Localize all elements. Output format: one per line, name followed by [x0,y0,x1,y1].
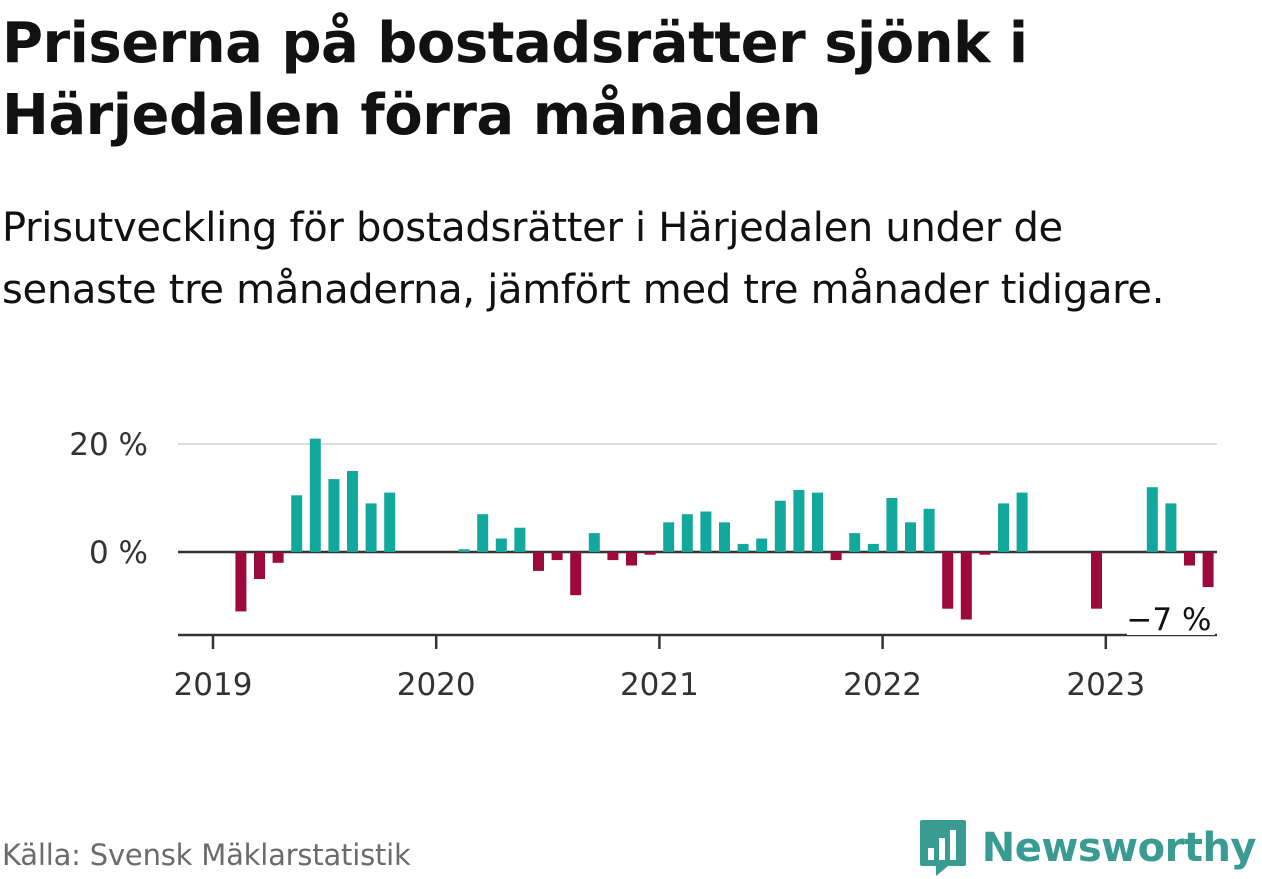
bar-2022-06 [979,552,991,555]
newsworthy-logo-icon [919,820,966,876]
labels: 0 % 20 % 2019 2020 2021 2022 2023 −7 % [69,427,1215,700]
bar-2019-10 [384,492,396,552]
bar-2021-01 [663,522,675,552]
bar-2022-01 [886,498,898,552]
bar-2019-08 [347,471,358,552]
bar-2022-02 [905,522,916,552]
x-tick-label: 2022 [843,667,922,700]
bar-2020-06 [533,552,544,571]
chart-subtitle: Prisutveckling för bostadsrätter i Härje… [2,205,1165,313]
bar-2021-09 [812,492,823,552]
bar-2021-12 [867,543,879,552]
bar-2021-07 [774,500,786,552]
bar-2021-02 [681,514,693,552]
bar-2019-06 [309,438,321,552]
bar-2021-11 [849,533,861,552]
bar-2020-12 [644,552,656,555]
bar-2020-11 [626,552,637,566]
bar-2021-10 [830,552,842,561]
x-tick-label: 2023 [1066,667,1145,700]
annotation-label: −7 % [1126,602,1211,638]
bar-2022-03 [923,508,935,552]
y-tick-label: 20 % [69,427,148,463]
bar-2020-08 [570,552,582,596]
bar-2020-04 [495,538,507,552]
x-tick-label: 2021 [620,667,699,700]
bar-2020-10 [607,552,619,561]
brand-name: Newsworthy [981,825,1257,871]
bar-2019-03 [254,552,265,579]
bar-2021-05 [737,543,749,552]
y-tick-label: 0 % [89,535,148,571]
bar-2023-03 [1146,487,1158,552]
x-tick-label: 2020 [397,667,476,700]
bar-2019-02 [235,552,247,612]
bar-2019-04 [272,552,284,563]
bar-2020-09 [588,533,600,552]
bar-2022-04 [942,552,954,609]
bar-chart: 0 % 20 % 2019 2020 2021 2022 2023 −7 % [69,427,1217,700]
chart-title: Priserna på bostadsrätter sjönk i Härjed… [2,11,1028,148]
bar-2020-02 [458,549,470,552]
x-tick-label: 2019 [174,667,253,700]
source-note: Källa: Svensk Mäklarstatistik [2,838,411,872]
bar-2020-05 [514,527,526,552]
bar-2022-08 [1016,492,1028,552]
bars [235,438,1214,620]
bar-2020-03 [477,514,489,552]
bar-2023-05 [1184,552,1195,566]
bar-2022-12 [1091,552,1102,609]
axes [178,633,1217,649]
bar-2021-06 [756,538,768,552]
bar-2021-03 [700,511,712,552]
bar-2021-08 [793,489,805,552]
bar-2021-04 [719,522,730,552]
bar-2022-07 [998,503,1009,552]
bar-2020-07 [551,552,563,561]
bar-2019-07 [328,479,340,552]
bar-2019-05 [291,495,303,552]
annotation-background [1126,601,1215,635]
bar-2023-04 [1165,503,1177,552]
bar-2019-09 [365,503,377,552]
brand-logo: Newsworthy [918,818,1257,878]
bar-2022-05 [960,552,972,620]
bar-undefined [1202,552,1214,588]
